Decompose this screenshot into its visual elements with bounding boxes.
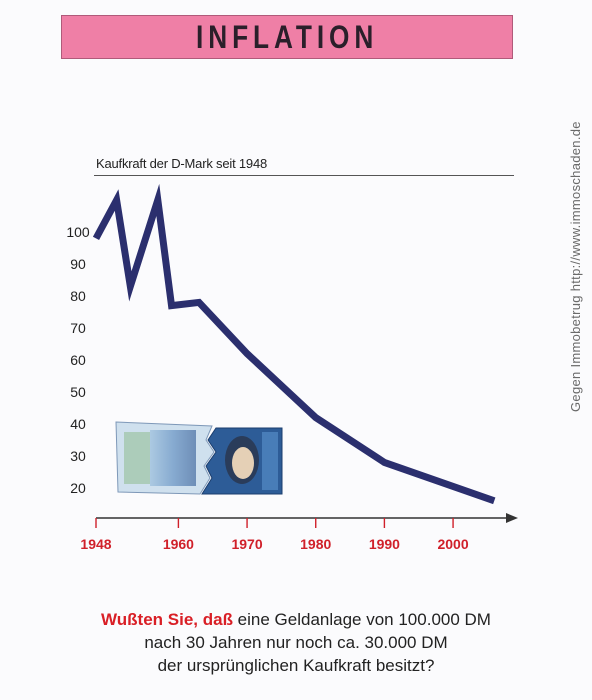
kaufkraft-line [92, 183, 496, 505]
y-tick-label: 50 [70, 384, 86, 400]
y-tick-label: 90 [70, 256, 86, 272]
subtitle-rule [94, 175, 514, 176]
question-line-2: nach 30 Jahren nur noch ca. 30.000 DM [144, 633, 448, 652]
question-line-1: Wußten Sie, daß eine Geldanlage von 100.… [0, 608, 592, 631]
x-tick-label: 1960 [163, 536, 194, 552]
y-tick-label: 30 [70, 448, 86, 464]
page-title: INFLATION [195, 18, 379, 55]
y-tick-label: 70 [70, 320, 86, 336]
y-tick-label: 80 [70, 288, 86, 304]
y-tick-label: 60 [70, 352, 86, 368]
chart-subtitle: Kaufkraft der D-Mark seit 1948 [96, 156, 268, 171]
x-tick-label: 2000 [437, 536, 468, 552]
x-tick-label: 1980 [300, 536, 331, 552]
inflation-chart: 1948 1960 1970 1980 1990 2000 100 90 80 70 60 50 40 3… [66, 183, 518, 552]
question-highlight: Wußten Sie, daß [101, 610, 233, 629]
question-line-1-rest: eine Geldanlage von 100.000 DM [232, 610, 491, 629]
y-tick-label: 100 [66, 224, 90, 240]
question-text: Wußten Sie, daß eine Geldanlage von 100.… [0, 608, 592, 677]
torn-banknote-image [115, 421, 283, 495]
x-tick-label: 1948 [80, 536, 111, 552]
question-line-3: der ursprünglichen Kaufkraft besitzt? [157, 656, 435, 675]
x-tick-label: 1990 [369, 536, 400, 552]
title-banner: INFLATION [61, 15, 513, 59]
y-tick-label: 20 [70, 480, 86, 496]
y-tick-label: 40 [70, 416, 86, 432]
x-tick-label: 1970 [231, 536, 262, 552]
x-axis-arrow-icon [506, 513, 518, 523]
